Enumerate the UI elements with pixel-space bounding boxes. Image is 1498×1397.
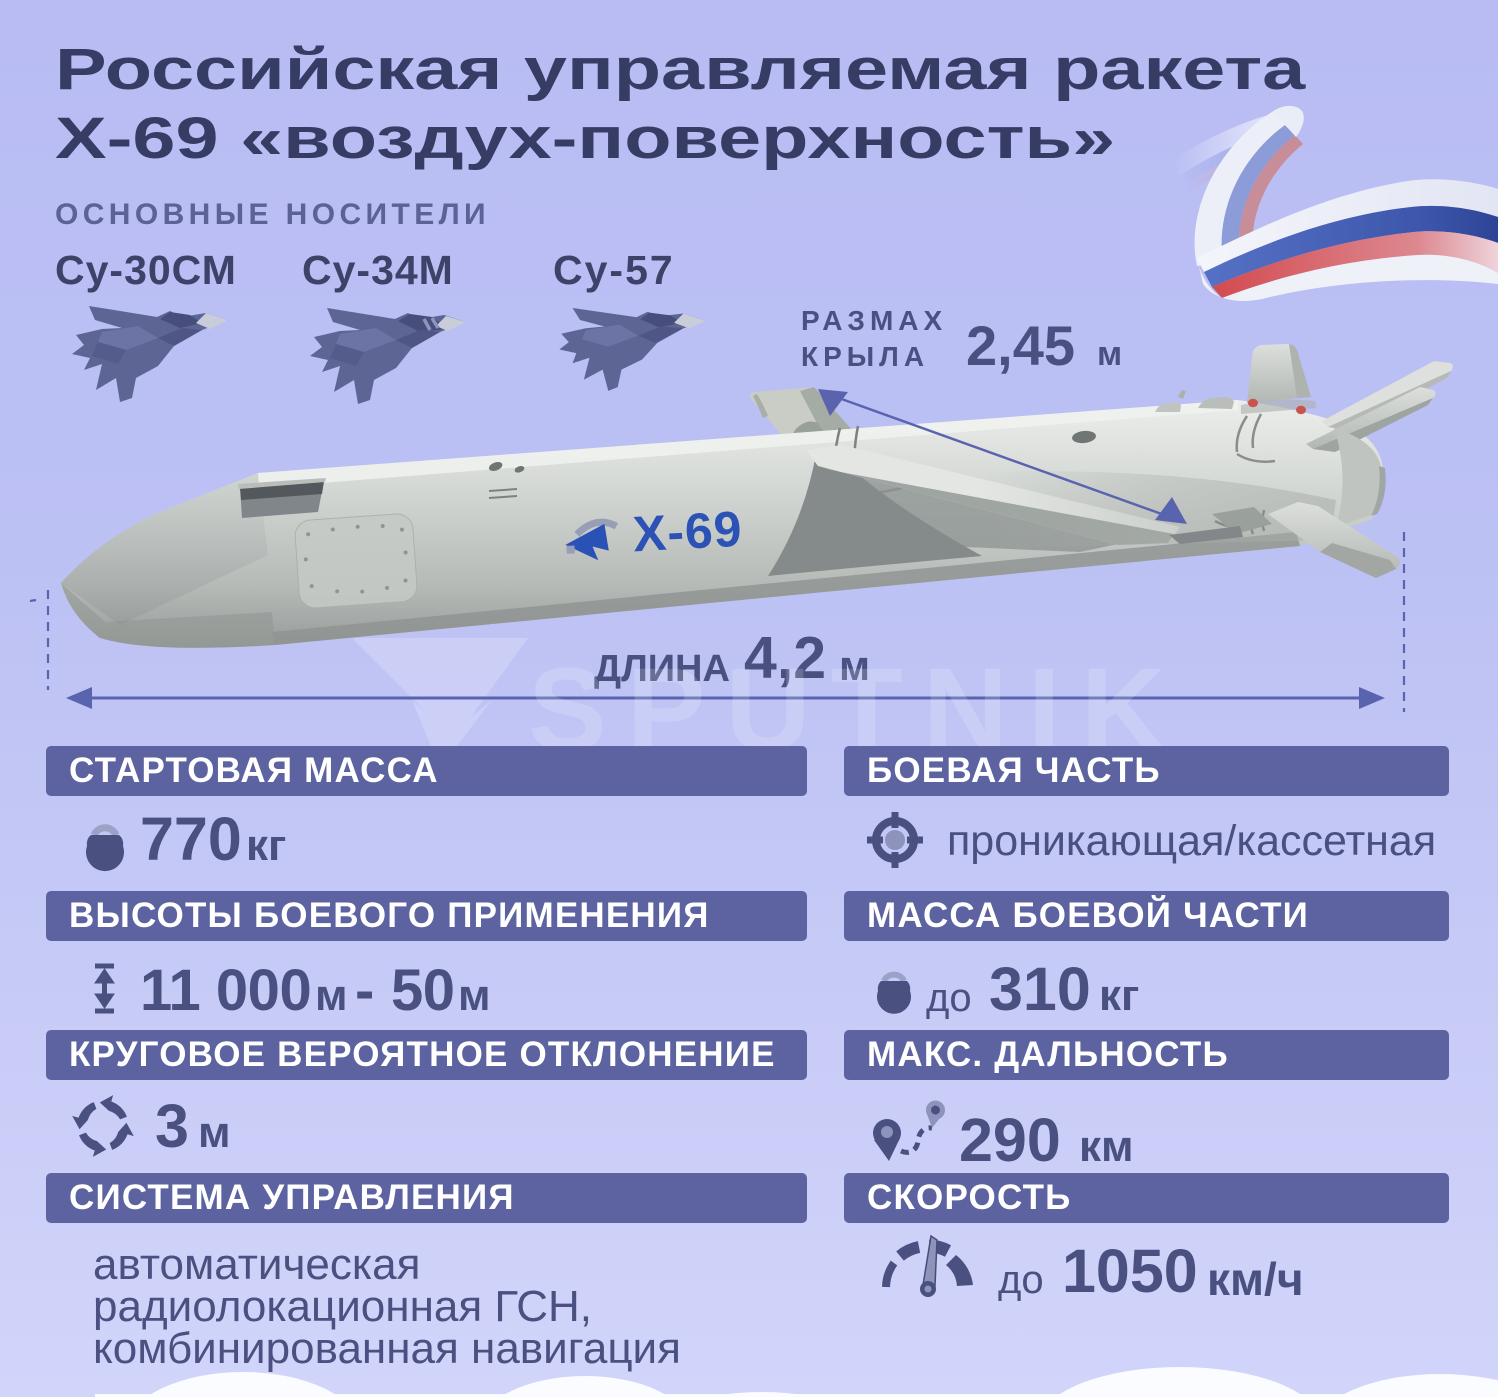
svg-text:Х-69: Х-69: [631, 501, 743, 563]
